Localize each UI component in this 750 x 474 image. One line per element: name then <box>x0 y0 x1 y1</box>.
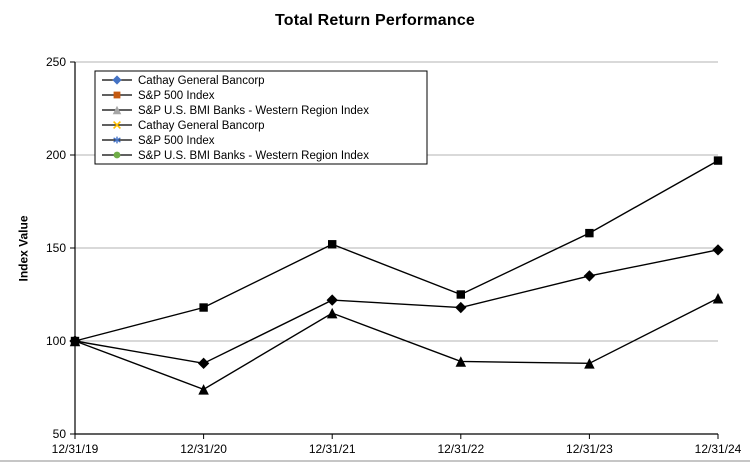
series-0-marker-diamond <box>583 270 596 282</box>
series-2-marker-triangle <box>455 356 467 367</box>
series-0-marker-diamond <box>712 244 724 256</box>
series-1-marker-square <box>199 303 208 312</box>
series-0-marker-diamond <box>197 357 210 369</box>
series-0-marker-diamond <box>326 294 338 306</box>
chart-title: Total Return Performance <box>274 12 476 29</box>
legend-label: S&P U.S. BMI Banks - Western Region Inde… <box>138 105 369 117</box>
legend-label: Cathay General Bancorp <box>138 120 265 132</box>
series-1-marker-square <box>456 290 465 299</box>
x-tick-label: 12/31/19 <box>52 442 99 456</box>
series-2-marker-triangle <box>326 307 338 319</box>
legend-label: Cathay General Bancorp <box>138 75 265 87</box>
series-2-marker-triangle <box>584 358 595 369</box>
series-line-2 <box>74 297 719 391</box>
x-tick-label: 12/31/21 <box>309 442 356 456</box>
y-tick-label: 100 <box>46 334 66 348</box>
x-tick-label: 12/31/23 <box>566 442 613 456</box>
series-line-0 <box>74 249 719 365</box>
y-tick-label: 250 <box>46 55 66 69</box>
series-0-marker-diamond <box>455 301 467 314</box>
series-2-marker-triangle <box>69 335 81 347</box>
y-tick-label: 50 <box>53 427 67 441</box>
legend-label: S&P 500 Index <box>138 135 215 147</box>
legend-marker-diamond-icon <box>112 75 122 85</box>
series-1-marker-square <box>713 156 723 165</box>
legend-marker-triangle-icon <box>112 105 122 115</box>
x-tick-label: 12/31/20 <box>180 442 227 456</box>
legend-marker-square-icon <box>113 91 121 99</box>
legend-box <box>94 70 428 165</box>
legend-label: S&P 500 Index <box>138 90 215 102</box>
series-1-marker-square <box>328 240 337 249</box>
y-tick-label: 200 <box>46 148 66 162</box>
series-2-marker-triangle <box>198 384 209 395</box>
legend-marker-x-icon <box>113 121 121 129</box>
legend-marker-circle-icon <box>113 151 121 159</box>
x-tick-label: 12/31/24 <box>695 442 742 456</box>
series-line-1 <box>74 159 719 342</box>
legend: Cathay General Bancorp S&P 500 Index S&P U… <box>94 70 428 165</box>
y-tick-label: 150 <box>46 241 66 255</box>
x-tick-label: 12/31/22 <box>437 442 484 456</box>
series-1-marker-square <box>585 228 594 238</box>
series-2-marker-triangle <box>712 292 724 304</box>
legend-label: S&P U.S. BMI Banks - Western Region Inde… <box>138 150 369 162</box>
legend-marker-asterisk-icon <box>113 136 121 144</box>
